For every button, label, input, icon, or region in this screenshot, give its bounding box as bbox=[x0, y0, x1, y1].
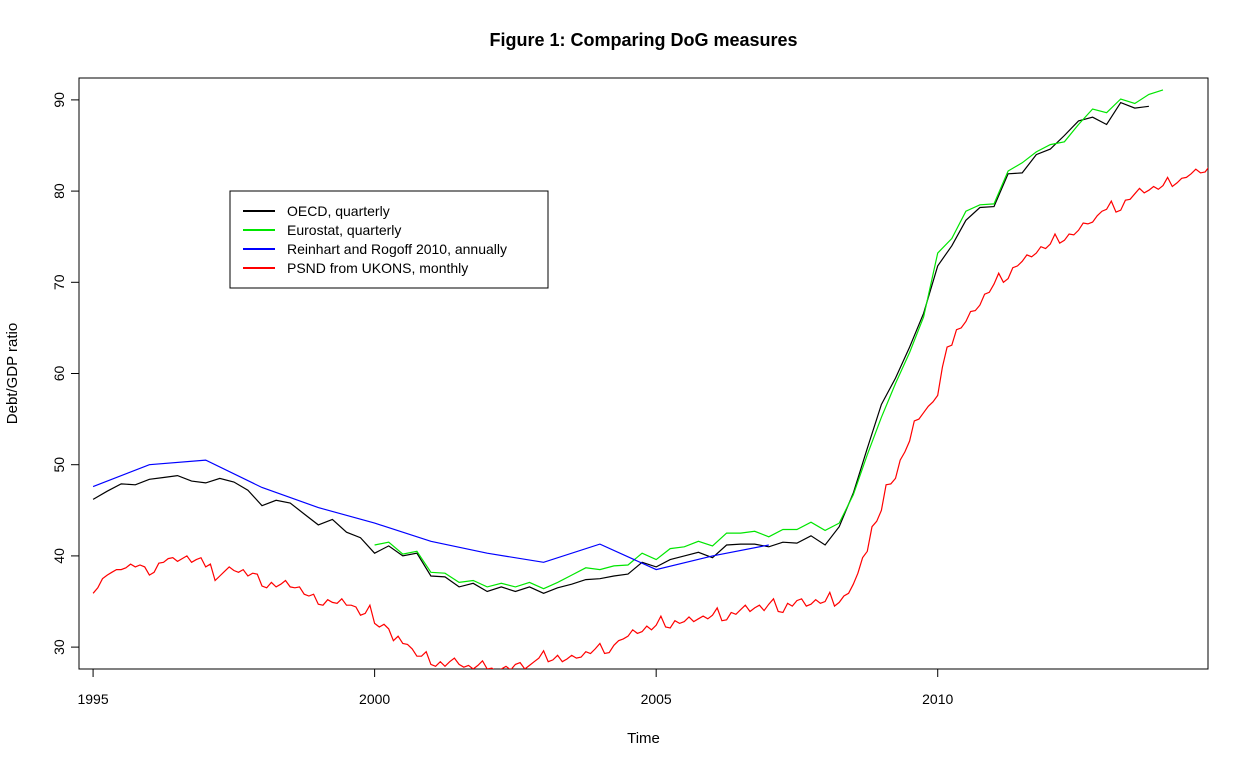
x-tick-label: 2005 bbox=[641, 691, 672, 707]
y-tick-label: 60 bbox=[51, 366, 67, 382]
y-tick-label: 30 bbox=[51, 639, 67, 655]
series-line-1 bbox=[374, 89, 1164, 590]
y-tick-label: 70 bbox=[51, 274, 67, 290]
x-tick-label: 2010 bbox=[922, 691, 953, 707]
y-axis: 30 40 50 60 70 80 90 bbox=[51, 92, 80, 655]
legend: OECD, quarterly Eurostat, quarterly Reinha… bbox=[229, 190, 549, 289]
series-line-3 bbox=[92, 167, 1208, 669]
series-line-0 bbox=[92, 101, 1149, 594]
x-tick-label: 1995 bbox=[77, 691, 108, 707]
y-tick-label: 40 bbox=[51, 548, 67, 564]
series-layer bbox=[92, 89, 1208, 669]
legend-label: Eurostat, quarterly bbox=[287, 222, 401, 238]
y-tick-label: 80 bbox=[51, 183, 67, 199]
legend-label: Reinhart and Rogoff 2010, annually bbox=[287, 241, 507, 257]
y-tick-label: 50 bbox=[51, 457, 67, 473]
x-axis: 1995 2000 2005 2010 bbox=[77, 668, 953, 707]
x-tick-label: 2000 bbox=[359, 691, 390, 707]
series-line-2 bbox=[92, 459, 769, 571]
legend-label: OECD, quarterly bbox=[287, 203, 390, 219]
legend-label: PSND from UKONS, monthly bbox=[287, 260, 468, 276]
y-tick-label: 90 bbox=[51, 92, 67, 108]
legend-box bbox=[229, 190, 549, 289]
y-axis-label: Debt/GDP ratio bbox=[4, 323, 21, 424]
x-axis-label: Time bbox=[627, 730, 660, 747]
plot-frame bbox=[78, 77, 1209, 670]
chart-title: Figure 1: Comparing DoG measures bbox=[489, 30, 797, 50]
